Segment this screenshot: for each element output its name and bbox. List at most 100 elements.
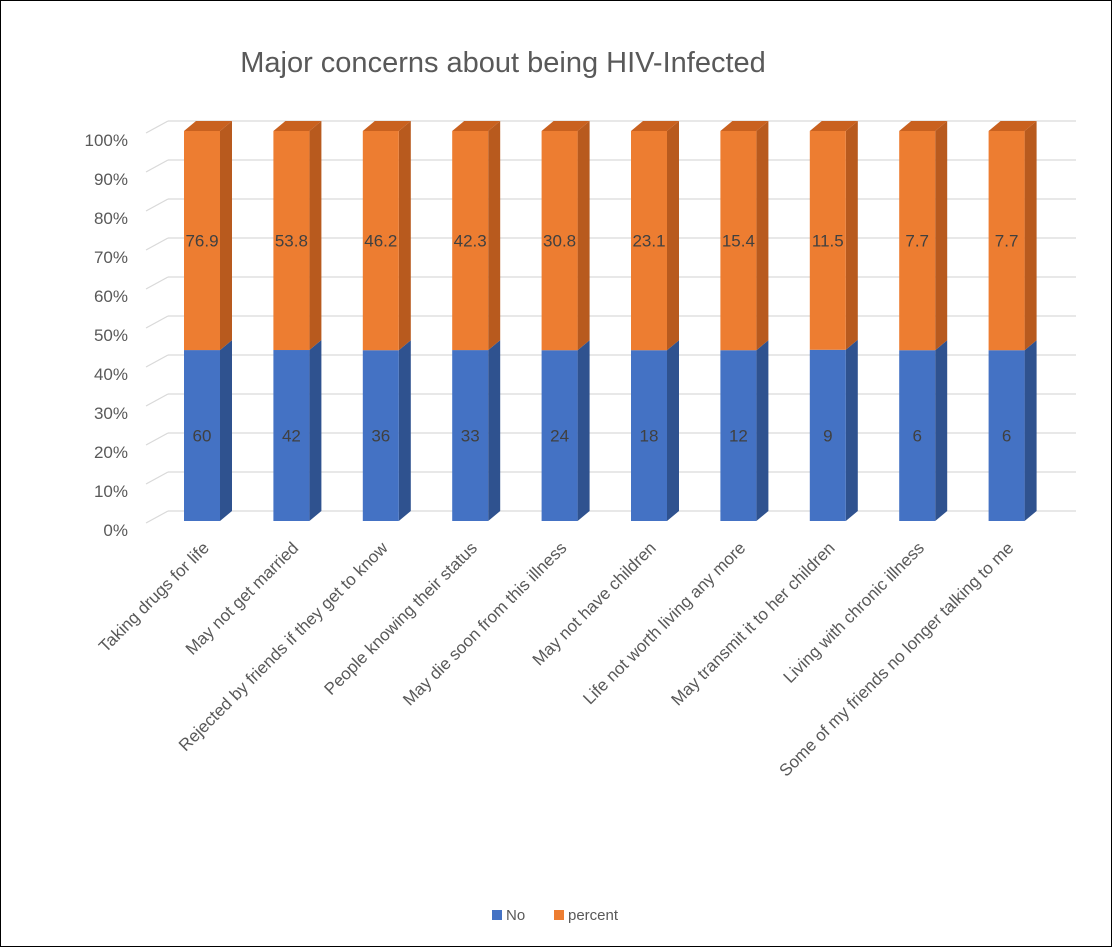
data-label: 6: [912, 427, 921, 446]
data-label: 46.2: [364, 232, 397, 251]
bar-segment-percent: [184, 131, 220, 351]
y-tick-label: 100%: [85, 131, 128, 150]
x-tick-label: Life not worth living any more: [579, 538, 749, 708]
bar-group: 67.7: [988, 121, 1037, 521]
bar-segment-percent: [541, 131, 578, 351]
bar-top: [184, 121, 232, 131]
bar-side-percent: [220, 121, 232, 351]
bar-group: 12 15.4: [720, 121, 769, 521]
data-label: 6: [1002, 427, 1011, 446]
bar-top: [988, 121, 1037, 131]
bar-side-no: [935, 340, 948, 521]
gridline-depth: [145, 354, 169, 368]
bar-side-no: [220, 340, 232, 521]
x-tick-label: May die soon from this illness: [399, 538, 570, 709]
data-label: 76.9: [185, 232, 218, 251]
bar-top: [273, 121, 322, 131]
bar-side-no: [577, 340, 590, 521]
bar-group: 42 53.8: [273, 121, 322, 521]
y-tick-label: 0%: [103, 521, 128, 540]
bar-segment-percent: [988, 131, 1025, 351]
bar-segment-percent: [899, 131, 936, 351]
x-tick-label: People knowing their status: [321, 538, 481, 698]
chart-title: Major concerns about being HIV-Infected: [240, 47, 766, 79]
bar-group: 36 46.2: [362, 121, 411, 521]
bar-segment-percent: [362, 131, 399, 351]
gridline-depth: [145, 237, 169, 251]
bar-side-percent: [756, 121, 769, 351]
y-tick-label: 50%: [94, 326, 128, 345]
data-label: 7.7: [905, 232, 929, 251]
bar-segment-percent: [720, 131, 757, 351]
data-label: 23.1: [632, 232, 665, 251]
y-tick-label: 70%: [94, 248, 128, 267]
bar-segment-no: [899, 350, 936, 521]
bar-side-percent: [488, 121, 501, 351]
bar-group: 18 23.1: [631, 121, 679, 521]
bar-side-no: [309, 340, 322, 521]
gridline-depth: [145, 276, 169, 290]
gridline-depth: [145, 120, 169, 134]
bar-segment-percent: [273, 131, 310, 351]
data-label: 42.3: [454, 232, 487, 251]
bar-top: [899, 121, 948, 131]
data-label: 33: [461, 427, 480, 446]
bar-group: 60 76.9: [184, 121, 232, 521]
bar-side-no: [845, 339, 858, 521]
y-tick-label: 60%: [94, 287, 128, 306]
data-label: 60: [193, 427, 212, 446]
y-tick-label: 20%: [94, 443, 128, 462]
bar-side-no: [1024, 340, 1037, 521]
bar-group: 33 42.3: [452, 121, 501, 521]
legend-label-percent: percent: [568, 907, 619, 924]
data-label: 53.8: [275, 232, 308, 251]
bar-segment-no: [541, 350, 578, 521]
bar-top: [809, 121, 858, 131]
bar-side-no: [398, 340, 411, 521]
data-label: 12: [729, 427, 748, 446]
bar-segment-percent: [809, 131, 846, 350]
bars: 60 76.9 42 53.8 36 46.2 33 42.3 24 30.8 18 23.1 12 15…: [184, 121, 1037, 521]
data-label: 36: [371, 427, 390, 446]
data-label: 18: [640, 427, 659, 446]
bar-group: 911.5: [809, 121, 858, 521]
y-tick-label: 30%: [94, 404, 128, 423]
y-tick-label: 40%: [94, 365, 128, 384]
x-tick-label: May transmit it to her children: [668, 538, 839, 709]
bar-side-percent: [398, 121, 411, 351]
legend-swatch-percent: [554, 910, 564, 920]
data-label: 7.7: [995, 232, 1019, 251]
data-label: 11.5: [812, 231, 844, 250]
y-tick-label: 90%: [94, 170, 128, 189]
bar-side-percent: [935, 121, 948, 351]
data-label: 9: [823, 426, 832, 445]
gridline-depth: [145, 159, 169, 173]
y-tick-label: 80%: [94, 209, 128, 228]
data-label: 24: [550, 427, 569, 446]
gridline-depth: [145, 198, 169, 212]
bar-segment-percent: [631, 131, 667, 351]
bar-top: [631, 121, 679, 131]
bar-top: [541, 121, 590, 131]
bar-side-no: [667, 340, 679, 521]
gridline-depth: [145, 315, 169, 329]
bar-top: [452, 121, 501, 131]
bar-top: [362, 121, 411, 131]
bar-segment-no: [452, 350, 489, 521]
gridline-depth: [145, 393, 169, 407]
bar-side-percent: [577, 121, 590, 351]
bar-segment-no: [184, 350, 220, 521]
bar-side-no: [488, 340, 501, 521]
data-label: 42: [282, 427, 301, 446]
legend-swatch-no: [492, 910, 502, 920]
bar-side-percent: [1024, 121, 1037, 351]
legend: No percent: [492, 907, 619, 924]
bar-segment-no: [988, 350, 1025, 521]
bar-side-no: [756, 340, 769, 521]
bar-group: 24 30.8: [541, 121, 590, 521]
bar-segment-no: [631, 350, 667, 521]
data-label: 30.8: [543, 232, 576, 251]
bar-side-percent: [845, 121, 858, 350]
